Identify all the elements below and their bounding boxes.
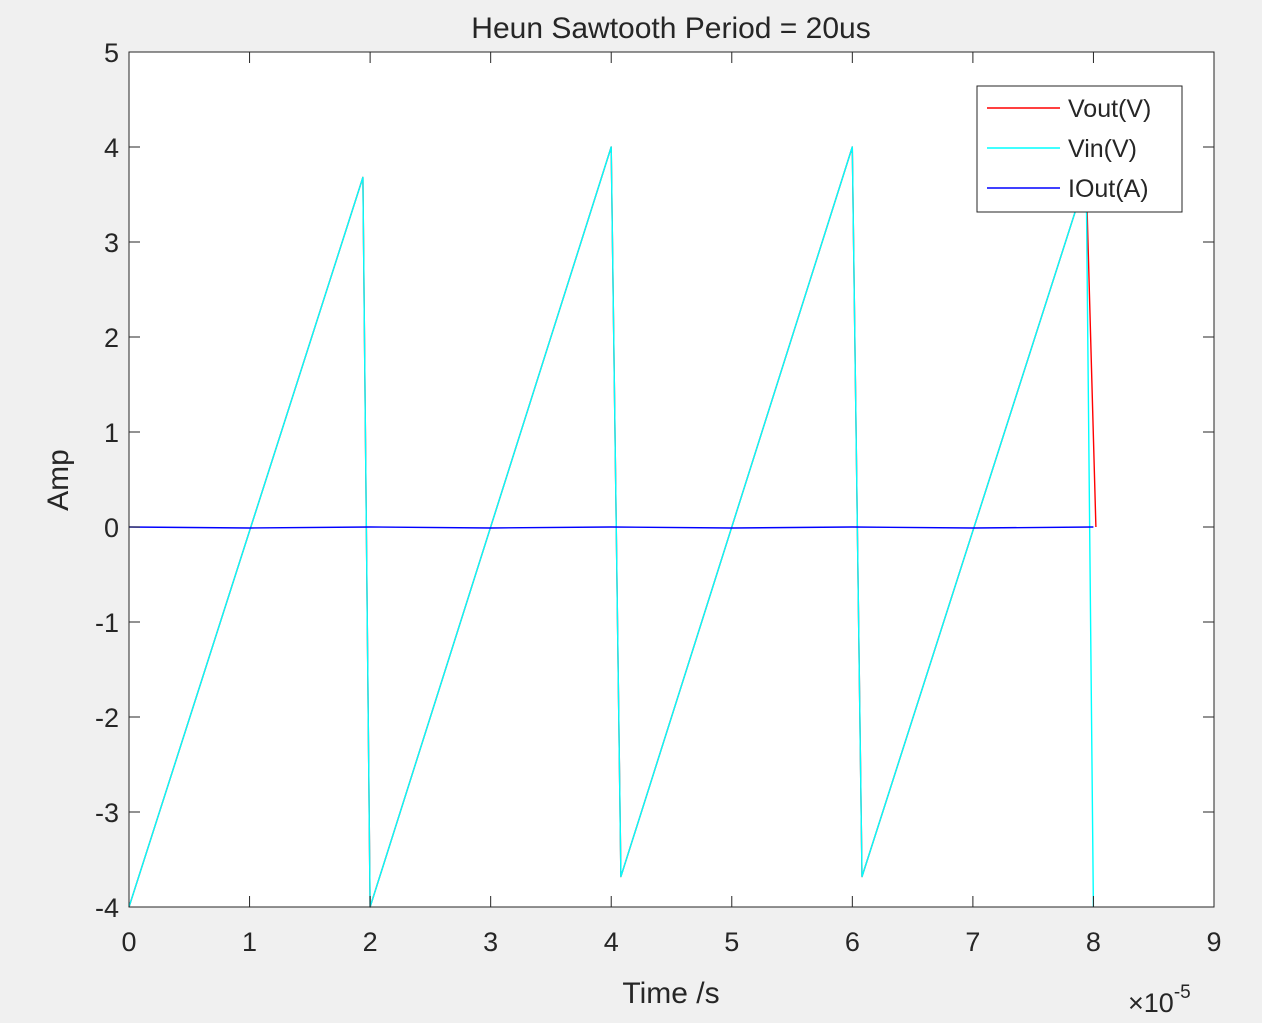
y-tick-label: 5	[104, 38, 119, 68]
x-tick-label: 7	[965, 927, 980, 957]
y-tick-label: 1	[104, 418, 119, 448]
x-tick-label: 6	[845, 927, 860, 957]
x-multiplier-base: ×10	[1128, 988, 1174, 1018]
x-tick-label: 4	[604, 927, 619, 957]
x-tick-label: 0	[121, 927, 136, 957]
x-multiplier-exponent: -5	[1174, 982, 1191, 1003]
legend: Vout(V) Vin(V) IOut(A)	[976, 85, 1183, 213]
y-tick-label: 0	[104, 513, 119, 543]
series-line-iout-a	[128, 526, 1094, 529]
y-tick-label: 2	[104, 323, 119, 353]
y-tick-label: 4	[104, 133, 119, 163]
y-tick-label: -1	[95, 608, 119, 638]
y-axis-label: Amp	[42, 449, 75, 511]
legend-label-vout-v: Vout(V)	[1068, 95, 1151, 123]
x-tick-label: 9	[1206, 927, 1221, 957]
axes-box	[128, 51, 1215, 908]
y-tick-label: 3	[104, 228, 119, 258]
legend-label-vin-v: Vin(V)	[1068, 135, 1137, 163]
y-tick-label: -3	[95, 798, 119, 828]
x-axis-label: Time /s	[622, 977, 719, 1010]
legend-box	[976, 85, 1183, 213]
x-tick-label: 1	[242, 927, 257, 957]
x-tick-label: 5	[724, 927, 739, 957]
series-line-vin-v	[128, 146, 1095, 908]
chart-title: Heun Sawtooth Period = 20us	[471, 12, 870, 45]
x-axis-multiplier: ×10-5	[1128, 982, 1191, 1018]
x-tick-label: 3	[483, 927, 498, 957]
y-tick-label: -4	[95, 893, 119, 923]
x-tick-label: 8	[1086, 927, 1101, 957]
series-layer	[128, 146, 1097, 908]
y-tick-label: -2	[95, 703, 119, 733]
legend-label-iout-a: IOut(A)	[1068, 175, 1149, 203]
tick-layer: 0 1 2 3 4 5 6 7 8 9 -4 -3 -2 -1 0 1 2 3 4 5	[95, 38, 1222, 957]
x-tick-label: 2	[363, 927, 378, 957]
